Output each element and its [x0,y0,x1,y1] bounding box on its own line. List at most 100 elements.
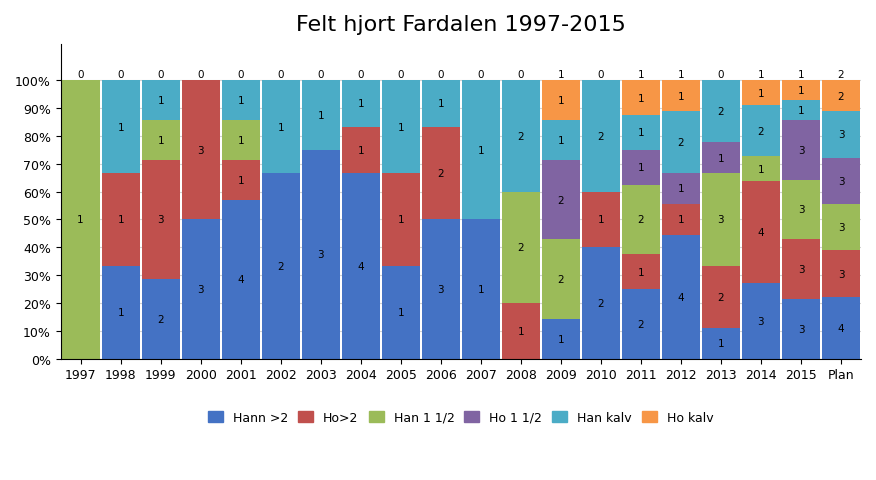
Bar [622,289,660,359]
Text: 1: 1 [117,215,124,225]
Text: 1: 1 [437,99,444,109]
Legend: Hann >2, Ho>2, Han 1 1/2, Ho 1 1/2, Han kalv, Ho kalv: Hann >2, Ho>2, Han 1 1/2, Ho 1 1/2, Han … [203,406,718,429]
Bar [102,174,139,266]
Bar [622,185,660,255]
Bar [782,120,820,180]
Bar [181,81,220,220]
Bar [382,266,420,359]
Text: 4: 4 [837,323,844,333]
Bar [782,81,820,101]
Text: 1: 1 [678,215,684,225]
Text: 2: 2 [597,132,604,142]
Text: 3: 3 [798,145,804,156]
Bar [702,266,740,328]
Bar [822,204,860,251]
Bar [382,81,420,174]
Bar [142,120,180,160]
Text: 1: 1 [77,215,84,225]
Text: 1: 1 [557,135,564,145]
Text: 1: 1 [398,122,404,132]
Text: 1: 1 [357,145,364,156]
Bar [502,303,540,359]
Text: 0: 0 [117,70,124,80]
Bar [622,116,660,150]
Text: 1: 1 [678,70,684,80]
Bar [142,279,180,359]
Text: 3: 3 [837,223,844,233]
Bar [542,120,580,160]
Bar [102,266,139,359]
Text: 3: 3 [798,324,804,334]
Text: 1: 1 [798,86,804,96]
Text: 2: 2 [437,168,444,179]
Bar [462,81,500,220]
Text: 2: 2 [158,314,164,324]
Text: 0: 0 [717,70,724,80]
Bar [702,174,740,266]
Bar [782,101,820,120]
Text: 0: 0 [597,70,604,80]
Bar [662,112,700,174]
Bar [421,81,460,127]
Bar [622,255,660,289]
Text: 1: 1 [477,145,484,156]
Bar [822,158,860,204]
Text: 2: 2 [278,261,284,271]
Text: 1: 1 [158,135,164,145]
Text: 2: 2 [678,138,684,148]
Bar [622,150,660,185]
Bar [662,81,700,112]
Bar [702,81,740,143]
Text: 1: 1 [117,122,124,132]
Text: 1: 1 [237,135,244,145]
Text: 3: 3 [837,269,844,279]
Bar [342,127,380,174]
Bar [142,160,180,279]
Bar [342,174,380,359]
Text: 1: 1 [638,93,644,103]
Text: 1: 1 [717,338,724,348]
Bar [822,112,860,158]
Text: 3: 3 [437,285,444,294]
Bar [222,160,259,200]
Bar [262,174,300,359]
Text: 0: 0 [77,70,84,80]
Text: 3: 3 [717,215,724,225]
Text: 1: 1 [638,70,644,80]
Text: 2: 2 [758,127,764,136]
Text: 1: 1 [678,91,684,101]
Bar [421,220,460,359]
Text: 3: 3 [197,285,204,294]
Text: 1: 1 [557,70,564,80]
Bar [782,300,820,359]
Bar [382,174,420,266]
Bar [702,328,740,359]
Text: 1: 1 [117,308,124,318]
Text: 4: 4 [678,292,684,302]
Text: 0: 0 [437,70,444,80]
Text: 2: 2 [557,275,564,285]
Text: 1: 1 [237,175,244,185]
Bar [142,81,180,120]
Text: 0: 0 [278,70,284,80]
Text: 2: 2 [638,215,644,225]
Text: 2: 2 [597,299,604,308]
Text: 3: 3 [798,264,804,275]
Text: 1: 1 [758,165,764,174]
Text: 2: 2 [518,132,524,142]
Bar [582,248,620,359]
Bar [262,81,300,174]
Bar [742,283,780,359]
Text: 2: 2 [837,91,844,101]
Bar [222,200,259,359]
Text: 1: 1 [717,153,724,163]
Text: 1: 1 [557,334,564,344]
Text: 1: 1 [477,285,484,294]
Text: 1: 1 [398,308,404,318]
Text: 1: 1 [638,128,644,138]
Bar [181,220,220,359]
Bar [822,81,860,112]
Bar [782,240,820,300]
Text: 0: 0 [477,70,484,80]
Bar [301,150,340,359]
